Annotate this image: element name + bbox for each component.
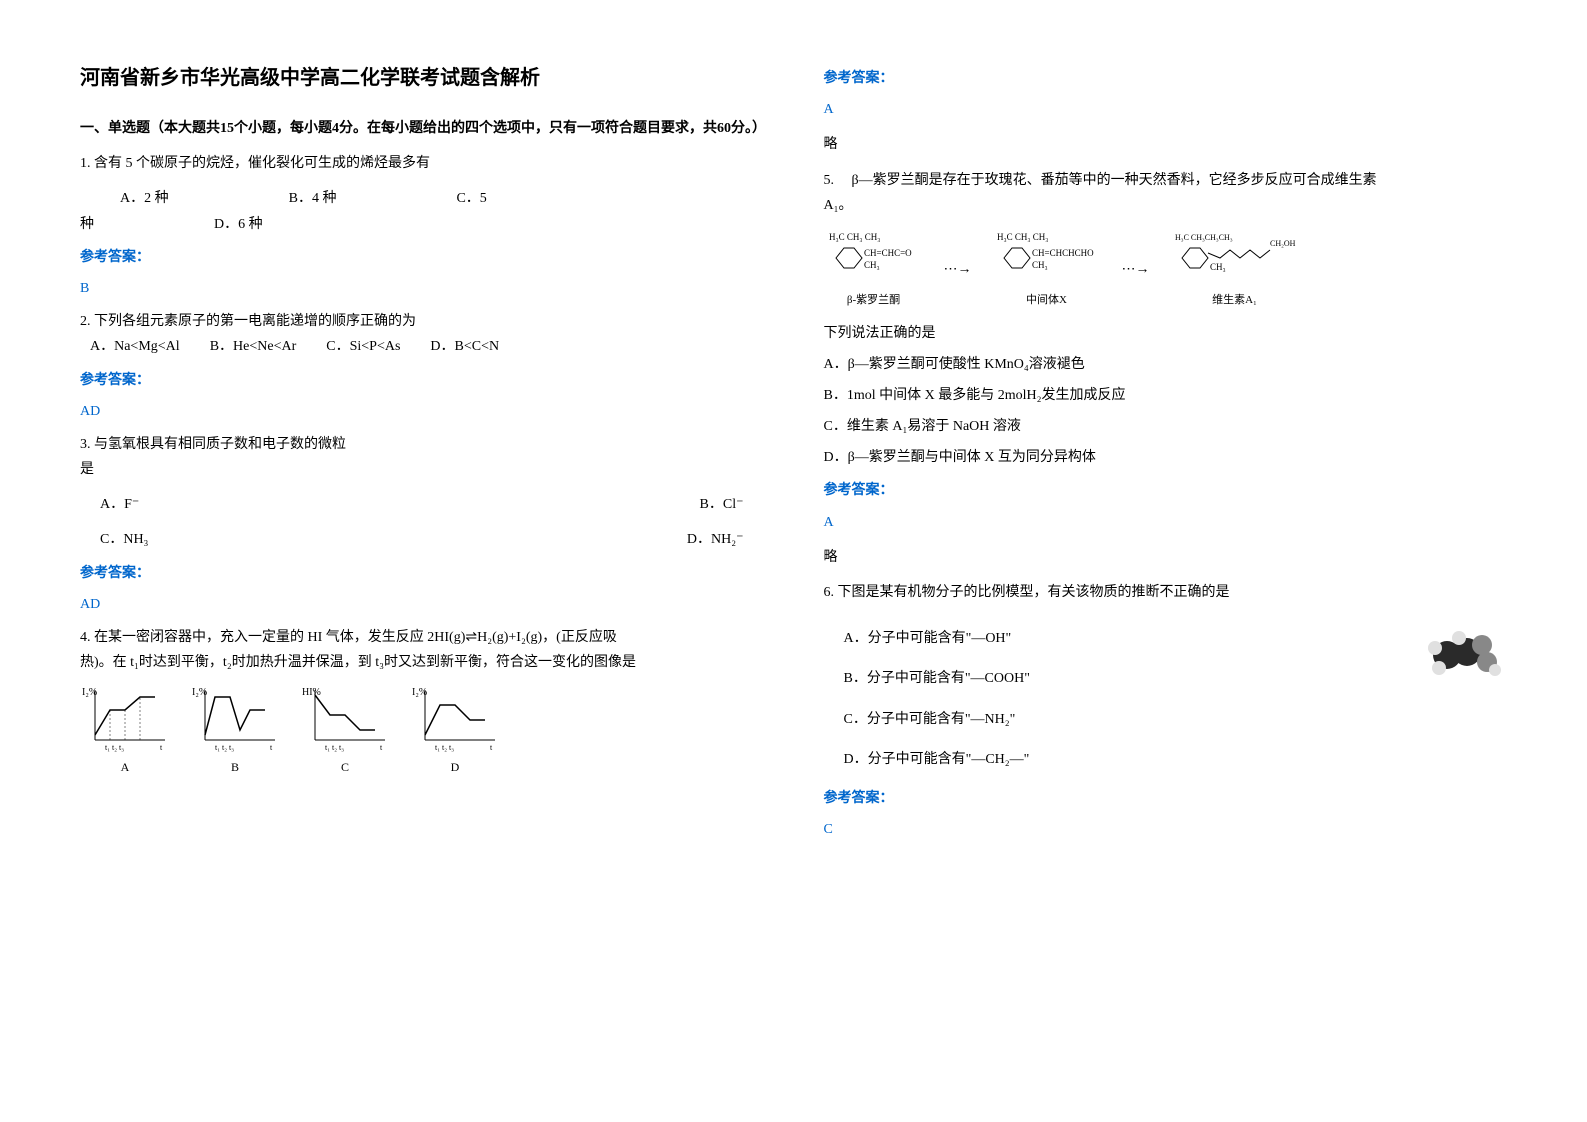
question-5: 5. β—紫罗兰酮是存在于玫瑰花、番茄等中的一种天然香料，它经多步反应可合成维生… bbox=[824, 168, 1508, 471]
right-column: 参考答案： A 略 5. β—紫罗兰酮是存在于玫瑰花、番茄等中的一种天然香料，它… bbox=[824, 60, 1508, 1062]
q1-opt-d: D．6 种 bbox=[214, 212, 263, 237]
graph-b: I₂% t₁ t₂ t₃ t B bbox=[190, 685, 280, 779]
question-3: 3. 与氢氧根具有相同质子数和电子数的微粒 是 A．F⁻ B．Cl⁻ C．NH₃… bbox=[80, 432, 764, 553]
q6-stem: 6. 下图是某有机物分子的比例模型，有关该物质的推断不正确的是 bbox=[824, 580, 1508, 605]
answer-label-2: 参考答案： bbox=[80, 368, 764, 393]
answer-label-5: 参考答案： bbox=[824, 478, 1508, 503]
question-6: 6. 下图是某有机物分子的比例模型，有关该物质的推断不正确的是 A．分子中可能含… bbox=[824, 580, 1508, 778]
svg-text:CH=CHCHCHO: CH=CHCHCHO bbox=[1032, 248, 1094, 258]
q2-opt-c: C．Si<P<As bbox=[326, 334, 400, 359]
arrow-2: ⋯→ bbox=[1122, 257, 1150, 282]
q5-opt-a: A．β—紫罗兰酮可使酸性 KMnO₄溶液褪色 bbox=[824, 352, 1508, 377]
answer-label-4: 参考答案： bbox=[824, 66, 1508, 91]
q3-opt-c: C．NH₃ bbox=[100, 527, 148, 552]
svg-text:t: t bbox=[160, 743, 163, 752]
svg-text:H₃C CH₃ CH₃: H₃C CH₃ CH₃ bbox=[997, 232, 1048, 242]
svg-text:H₃C CH₃CH₃CH₃: H₃C CH₃CH₃CH₃ bbox=[1175, 233, 1233, 242]
left-column: 河南省新乡市华光高级中学高二化学联考试题含解析 一、单选题（本大题共15个小题，… bbox=[80, 60, 764, 1062]
q4-note: 略 bbox=[824, 132, 1508, 157]
graph-c-label: C bbox=[341, 757, 349, 779]
q3-stem2: 是 bbox=[80, 457, 764, 482]
arrow-1: ⋯→ bbox=[944, 257, 972, 282]
svg-text:t: t bbox=[270, 743, 273, 752]
answer-label-3: 参考答案： bbox=[80, 561, 764, 586]
graph-d-svg: I₂% t₁ t₂ t₃ t bbox=[410, 685, 500, 755]
q5-opt-b: B．1mol 中间体 X 最多能与 2molH₂发生加成反应 bbox=[824, 383, 1508, 408]
q1-opt-b: B．4 种 bbox=[289, 186, 337, 211]
graph-c: HI% t₁ t₂ t₃ t C bbox=[300, 685, 390, 779]
q3-opt-d: D．NH₂⁻ bbox=[687, 527, 744, 552]
molecule-model-icon bbox=[1417, 620, 1507, 690]
svg-text:CH₃: CH₃ bbox=[1032, 260, 1048, 270]
q4-stem2: 热)。在 t₁时达到平衡，t₂时加热升温并保温，到 t₃时又达到新平衡，符合这一… bbox=[80, 650, 764, 675]
graph-d-label: D bbox=[451, 757, 460, 779]
q5-answer: A bbox=[824, 510, 1508, 535]
svg-text:H₃C CH₃ CH₃: H₃C CH₃ CH₃ bbox=[829, 232, 880, 242]
q5-opt-c: C．维生素 A₁易溶于 NaOH 溶液 bbox=[824, 414, 1508, 439]
q6-answer: C bbox=[824, 817, 1508, 842]
q5-stem2: A₁。 bbox=[824, 193, 1508, 218]
chem-struct-2: H₃C CH₃ CH₃ CH=CHCHCHO CH₃ 中间体X bbox=[992, 228, 1102, 311]
svg-text:t: t bbox=[490, 743, 493, 752]
chem-label-3: 维生素A₁ bbox=[1170, 291, 1300, 311]
svg-text:CH₂OH: CH₂OH bbox=[1270, 239, 1296, 248]
q3-answer: AD bbox=[80, 592, 764, 617]
q6-opt-c: C．分子中可能含有"—NH₂" bbox=[824, 707, 1508, 732]
graph-c-svg: HI% t₁ t₂ t₃ t bbox=[300, 685, 390, 755]
q5-opt-d: D．β—紫罗兰酮与中间体 X 互为同分异构体 bbox=[824, 445, 1508, 470]
q1-answer: B bbox=[80, 276, 764, 301]
q6-opt-a: A．分子中可能含有"—OH" bbox=[824, 626, 1508, 651]
svg-text:CH₃: CH₃ bbox=[864, 260, 880, 270]
answer-label-6: 参考答案： bbox=[824, 786, 1508, 811]
q2-answer: AD bbox=[80, 399, 764, 424]
graph-a-svg: I₂% t₁ t₂ t₃ t bbox=[80, 685, 170, 755]
q4-stem: 4. 在某一密闭容器中，充入一定量的 HI 气体，发生反应 2HI(g)⇌H₂(… bbox=[80, 625, 764, 650]
page-container: 河南省新乡市华光高级中学高二化学联考试题含解析 一、单选题（本大题共15个小题，… bbox=[80, 60, 1507, 1062]
graph-b-svg: I₂% t₁ t₂ t₃ t bbox=[190, 685, 280, 755]
q6-opt-d: D．分子中可能含有"—CH₂—" bbox=[824, 747, 1508, 772]
chem-label-2: 中间体X bbox=[992, 291, 1102, 311]
question-4: 4. 在某一密闭容器中，充入一定量的 HI 气体，发生反应 2HI(g)⇌H₂(… bbox=[80, 625, 764, 675]
chem-struct-3: H₃C CH₃CH₃CH₃ CH₂OH CH₃ 维生素A₁ bbox=[1170, 228, 1300, 311]
section-header: 一、单选题（本大题共15个小题，每小题4分。在每小题给出的四个选项中，只有一项符… bbox=[80, 116, 764, 141]
svg-text:t₁ t₂ t₃: t₁ t₂ t₃ bbox=[215, 743, 234, 752]
q5-stem3: 下列说法正确的是 bbox=[824, 321, 1508, 346]
svg-text:CH₃: CH₃ bbox=[1210, 262, 1226, 272]
q1-opt-a: A．2 种 bbox=[120, 186, 169, 211]
svg-text:t₁ t₂ t₃: t₁ t₂ t₃ bbox=[325, 743, 344, 752]
q3-stem: 3. 与氢氧根具有相同质子数和电子数的微粒 bbox=[80, 432, 764, 457]
q2-opt-a: A．Na<Mg<Al bbox=[90, 334, 180, 359]
answer-label-1: 参考答案： bbox=[80, 245, 764, 270]
svg-text:t₁ t₂ t₃: t₁ t₂ t₃ bbox=[105, 743, 124, 752]
q3-opt-b: B．Cl⁻ bbox=[700, 492, 744, 517]
chem-structures: H₃C CH₃ CH₃ CH=CHC=O CH₃ β-紫罗兰酮 ⋯→ H₃C C… bbox=[824, 228, 1508, 311]
chem-struct-1: H₃C CH₃ CH₃ CH=CHC=O CH₃ β-紫罗兰酮 bbox=[824, 228, 924, 311]
graph-b-label: B bbox=[231, 757, 239, 779]
q1-opt-c-cont: 种 bbox=[80, 212, 94, 237]
question-2: 2. 下列各组元素原子的第一电离能递增的顺序正确的为 A．Na<Mg<Al B．… bbox=[80, 309, 764, 359]
q1-stem: 1. 含有 5 个碳原子的烷烃，催化裂化可生成的烯烃最多有 bbox=[80, 151, 764, 176]
graph-a-label: A bbox=[121, 757, 130, 779]
q6-opt-b: B．分子中可能含有"—COOH" bbox=[824, 666, 1508, 691]
graph-d: I₂% t₁ t₂ t₃ t D bbox=[410, 685, 500, 779]
q4-answer: A bbox=[824, 97, 1508, 122]
svg-text:CH=CHC=O: CH=CHC=O bbox=[864, 248, 912, 258]
svg-text:HI%: HI% bbox=[302, 687, 321, 698]
question-1: 1. 含有 5 个碳原子的烷烃，催化裂化可生成的烯烃最多有 A．2 种 B．4 … bbox=[80, 151, 764, 237]
q5-stem: 5. β—紫罗兰酮是存在于玫瑰花、番茄等中的一种天然香料，它经多步反应可合成维生… bbox=[824, 168, 1508, 193]
q1-opt-c: C．5 bbox=[456, 186, 486, 211]
q2-stem: 2. 下列各组元素原子的第一电离能递增的顺序正确的为 bbox=[80, 309, 764, 334]
page-title: 河南省新乡市华光高级中学高二化学联考试题含解析 bbox=[80, 60, 764, 96]
q3-opt-a: A．F⁻ bbox=[100, 492, 139, 517]
graph-row: I₂% t₁ t₂ t₃ t A I₂% bbox=[80, 685, 764, 779]
svg-text:t: t bbox=[380, 743, 383, 752]
chem-label-1: β-紫罗兰酮 bbox=[824, 291, 924, 311]
q2-opt-b: B．He<Ne<Ar bbox=[210, 334, 297, 359]
graph-a: I₂% t₁ t₂ t₃ t A bbox=[80, 685, 170, 779]
q5-note: 略 bbox=[824, 545, 1508, 570]
svg-text:t₁ t₂ t₃: t₁ t₂ t₃ bbox=[435, 743, 454, 752]
q2-opt-d: D．B<C<N bbox=[430, 334, 499, 359]
